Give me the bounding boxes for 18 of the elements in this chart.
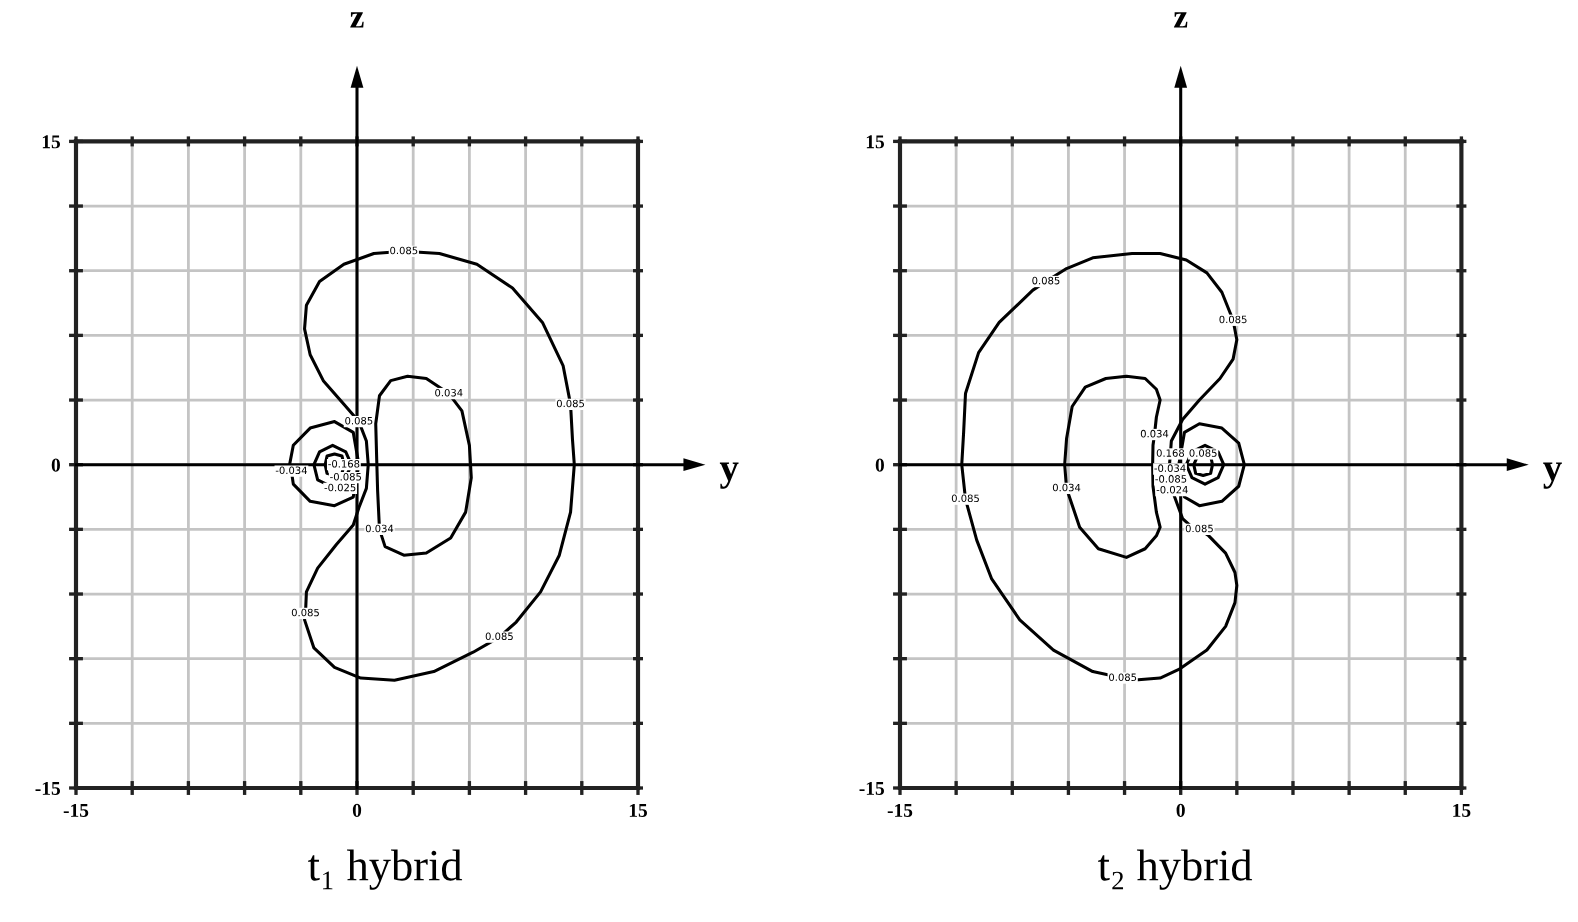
y-axis-title: z (1173, 12, 1188, 28)
y-tick-label: 0 (51, 458, 60, 472)
x-tick-label: 0 (352, 803, 362, 817)
y-tick-label: -15 (35, 781, 61, 795)
y-tick-label: 15 (42, 135, 61, 149)
y-tick-label: 0 (875, 458, 884, 472)
x-tick-label: -15 (63, 803, 89, 817)
text: t₁ hybrid (308, 849, 463, 890)
y-axis-title: z (350, 12, 364, 28)
x-tick-label: 0 (1176, 803, 1185, 817)
x-tick-label: 15 (1453, 803, 1471, 817)
x-tick-label: -15 (887, 803, 913, 817)
x-tick-label: 15 (629, 803, 648, 817)
y-tick-label: -15 (859, 781, 885, 795)
x-axis-title: y (1543, 462, 1562, 489)
text: t₂ hybrid (1098, 849, 1253, 890)
y-tick-label: 15 (866, 135, 885, 149)
x-axis-title: y (719, 462, 739, 489)
